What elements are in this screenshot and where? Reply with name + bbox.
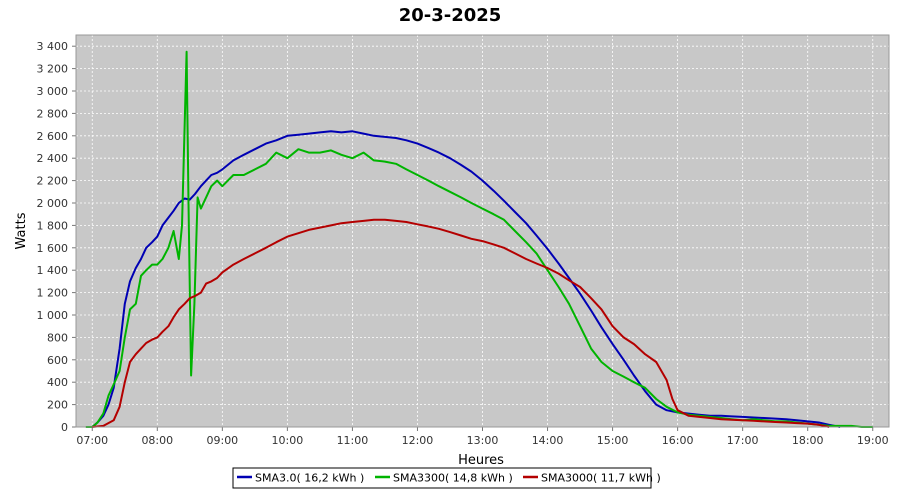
x-tick-label: 17:00 — [727, 434, 759, 447]
x-tick-label: 18:00 — [792, 434, 824, 447]
chart-title: 20-3-2025 — [399, 5, 502, 26]
x-tick-label: 16:00 — [662, 434, 694, 447]
x-tick-label: 13:00 — [467, 434, 499, 447]
series-line-1 — [91, 130, 841, 428]
legend-items: SMA3.0( 16,2 kWh ) SMA3300( 14,8 kWh ) SMA… — [237, 472, 661, 485]
y-axis-label: Watts — [14, 212, 29, 249]
y-tick-label: 600 — [47, 354, 68, 367]
x-tick-label: 15:00 — [597, 434, 629, 447]
y-tick-label: 1 800 — [37, 219, 69, 232]
y-tick-label: 2 800 — [37, 107, 69, 120]
x-axis-ticks: 07:00 08:00 09:00 10:00 11:00 12:00 13:00 14:00… — [76, 427, 889, 447]
x-tick-label: 08:00 — [141, 434, 173, 447]
y-tick-label: 3 200 — [37, 63, 69, 76]
x-tick-label: 10:00 — [272, 434, 304, 447]
series-line-2 — [85, 50, 873, 428]
y-tick-label: 1 200 — [37, 287, 69, 300]
x-tick-label: 07:00 — [76, 434, 108, 447]
x-axis-label: Heures — [458, 453, 504, 468]
y-tick-label: 1 000 — [37, 309, 69, 322]
y-tick-label: 1 400 — [37, 264, 69, 277]
x-tick-label: 12:00 — [402, 434, 434, 447]
y-tick-label: 2 600 — [37, 130, 69, 143]
legend-label-3: SMA3000( 11,7 kWh ) — [541, 472, 661, 485]
y-tick-label: 400 — [47, 376, 68, 389]
y-tick-label: 800 — [47, 331, 68, 344]
y-tick-label: 3 000 — [37, 85, 69, 98]
y-axis-ticks: 0 200 400 600 800 1 000 1 200 1 400 1 600 1 800 2 … — [37, 40, 76, 434]
x-tick-label: 11:00 — [337, 434, 369, 447]
y-tick-label: 1 600 — [37, 242, 69, 255]
y-tick-label: 2 400 — [37, 152, 69, 165]
y-tick-label: 200 — [47, 399, 68, 412]
grid-lines — [76, 35, 889, 428]
legend-box — [232, 467, 652, 489]
x-tick-label: 14:00 — [532, 434, 564, 447]
plot-outline — [75, 34, 890, 428]
y-tick-label: 0 — [61, 421, 68, 434]
x-tick-label: 09:00 — [206, 434, 238, 447]
series-line-3 — [92, 218, 830, 428]
legend-label-2: SMA3300( 14,8 kWh ) — [393, 472, 513, 485]
series-lines — [85, 50, 873, 428]
y-tick-label: 2 000 — [37, 197, 69, 210]
x-tick-label: 19:00 — [857, 434, 889, 447]
legend-label-1: SMA3.0( 16,2 kWh ) — [255, 472, 364, 485]
y-tick-label: 2 200 — [37, 175, 69, 188]
legend: SMA3.0( 16,2 kWh ) SMA3300( 14,8 kWh ) SMA… — [232, 467, 661, 489]
y-tick-label: 3 400 — [37, 40, 69, 53]
